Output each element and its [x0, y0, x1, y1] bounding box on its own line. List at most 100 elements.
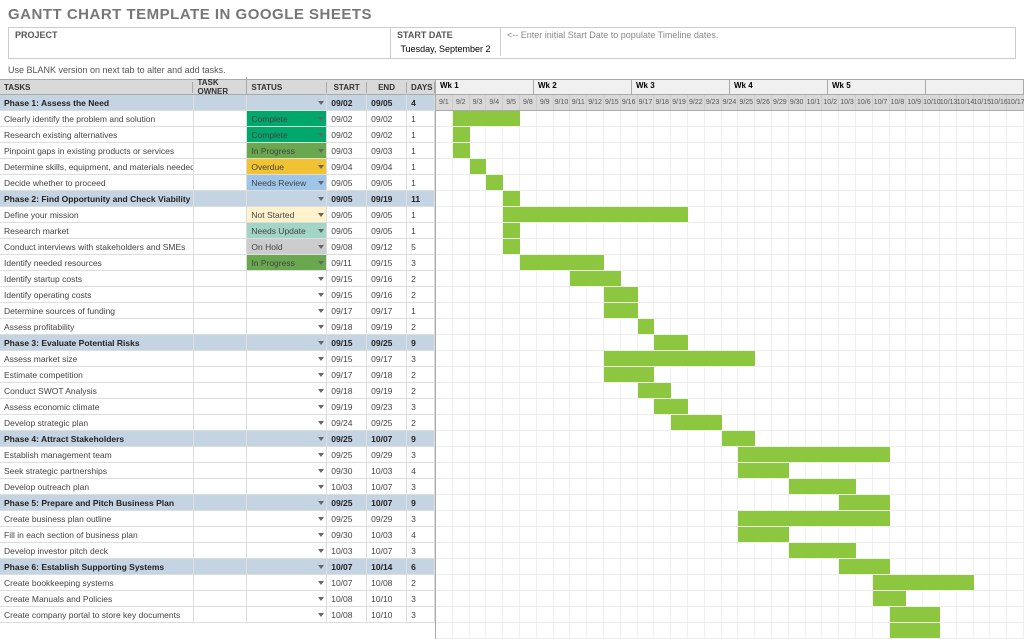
status-cell[interactable]: [247, 351, 327, 366]
status-cell[interactable]: Needs Review: [247, 175, 327, 190]
start-date[interactable]: 09/03: [327, 143, 367, 158]
task-name[interactable]: Assess market size: [0, 351, 194, 366]
status-cell[interactable]: In Progress: [247, 143, 327, 158]
start-date[interactable]: 09/05: [327, 223, 367, 238]
start-date[interactable]: 09/02: [327, 111, 367, 126]
end-date[interactable]: 09/17: [367, 303, 407, 318]
project-input[interactable]: [9, 42, 391, 58]
task-owner[interactable]: [194, 543, 248, 558]
task-name[interactable]: Clearly identify the problem and solutio…: [0, 111, 194, 126]
status-cell[interactable]: Needs Update: [247, 223, 327, 238]
end-date[interactable]: 10/14: [367, 559, 407, 574]
end-date[interactable]: 09/05: [367, 223, 407, 238]
task-name[interactable]: Create business plan outline: [0, 511, 194, 526]
end-date[interactable]: 09/16: [367, 271, 407, 286]
task-owner[interactable]: [194, 511, 248, 526]
task-owner[interactable]: [194, 479, 248, 494]
start-date[interactable]: 09/25: [327, 495, 367, 510]
end-date[interactable]: 10/10: [367, 591, 407, 606]
status-cell[interactable]: [247, 575, 327, 590]
status-cell[interactable]: [247, 447, 327, 462]
status-cell[interactable]: [247, 463, 327, 478]
status-cell[interactable]: Complete: [247, 127, 327, 142]
status-cell[interactable]: [247, 479, 327, 494]
status-cell[interactable]: [247, 591, 327, 606]
task-owner[interactable]: [194, 159, 248, 174]
start-date[interactable]: 09/04: [327, 159, 367, 174]
task-owner[interactable]: [194, 383, 248, 398]
task-owner[interactable]: [194, 239, 248, 254]
task-name[interactable]: Phase 6: Establish Supporting Systems: [0, 559, 194, 574]
start-date[interactable]: 09/15: [327, 287, 367, 302]
task-name[interactable]: Determine skills, equipment, and materia…: [0, 159, 194, 174]
end-date[interactable]: 10/03: [367, 463, 407, 478]
task-name[interactable]: Research existing alternatives: [0, 127, 194, 142]
status-cell[interactable]: [247, 527, 327, 542]
start-date[interactable]: 09/17: [327, 303, 367, 318]
start-date[interactable]: 10/07: [327, 575, 367, 590]
end-date[interactable]: 09/29: [367, 447, 407, 462]
task-owner[interactable]: [194, 591, 248, 606]
status-cell[interactable]: [247, 287, 327, 302]
task-owner[interactable]: [194, 351, 248, 366]
status-cell[interactable]: [247, 383, 327, 398]
task-name[interactable]: Estimate competition: [0, 367, 194, 382]
end-date[interactable]: 10/07: [367, 495, 407, 510]
end-date[interactable]: 10/07: [367, 431, 407, 446]
task-owner[interactable]: [194, 415, 248, 430]
task-name[interactable]: Phase 1: Assess the Need: [0, 95, 194, 110]
task-owner[interactable]: [194, 287, 248, 302]
task-owner[interactable]: [194, 367, 248, 382]
status-cell[interactable]: Overdue: [247, 159, 327, 174]
end-date[interactable]: 09/23: [367, 399, 407, 414]
start-date[interactable]: 09/05: [327, 191, 367, 206]
task-name[interactable]: Identify needed resources: [0, 255, 194, 270]
task-name[interactable]: Seek strategic partnerships: [0, 463, 194, 478]
start-date[interactable]: 09/25: [327, 447, 367, 462]
task-name[interactable]: Create Manuals and Policies: [0, 591, 194, 606]
task-owner[interactable]: [194, 319, 248, 334]
task-owner[interactable]: [194, 335, 248, 350]
start-date[interactable]: 09/11: [327, 255, 367, 270]
start-date-value[interactable]: Tuesday, September 2: [391, 42, 501, 56]
status-cell[interactable]: [247, 271, 327, 286]
task-owner[interactable]: [194, 207, 248, 222]
end-date[interactable]: 09/04: [367, 159, 407, 174]
start-date[interactable]: 09/08: [327, 239, 367, 254]
end-date[interactable]: 10/07: [367, 543, 407, 558]
status-cell[interactable]: [247, 559, 327, 574]
task-owner[interactable]: [194, 575, 248, 590]
status-cell[interactable]: [247, 191, 327, 206]
task-name[interactable]: Phase 3: Evaluate Potential Risks: [0, 335, 194, 350]
end-date[interactable]: 09/05: [367, 207, 407, 222]
task-name[interactable]: Decide whether to proceed: [0, 175, 194, 190]
start-date[interactable]: 09/05: [327, 207, 367, 222]
end-date[interactable]: 09/02: [367, 111, 407, 126]
task-name[interactable]: Identify operating costs: [0, 287, 194, 302]
end-date[interactable]: 09/19: [367, 191, 407, 206]
status-cell[interactable]: [247, 95, 327, 110]
task-owner[interactable]: [194, 303, 248, 318]
task-owner[interactable]: [194, 223, 248, 238]
status-cell[interactable]: [247, 303, 327, 318]
end-date[interactable]: 09/16: [367, 287, 407, 302]
end-date[interactable]: 09/05: [367, 95, 407, 110]
task-owner[interactable]: [194, 399, 248, 414]
task-name[interactable]: Phase 2: Find Opportunity and Check Viab…: [0, 191, 194, 206]
task-owner[interactable]: [194, 111, 248, 126]
status-cell[interactable]: In Progress: [247, 255, 327, 270]
status-cell[interactable]: Not Started: [247, 207, 327, 222]
status-cell[interactable]: [247, 399, 327, 414]
status-cell[interactable]: [247, 367, 327, 382]
task-owner[interactable]: [194, 127, 248, 142]
task-owner[interactable]: [194, 431, 248, 446]
end-date[interactable]: 09/02: [367, 127, 407, 142]
task-name[interactable]: Create bookkeeping systems: [0, 575, 194, 590]
task-name[interactable]: Define your mission: [0, 207, 194, 222]
status-cell[interactable]: [247, 431, 327, 446]
end-date[interactable]: 09/29: [367, 511, 407, 526]
end-date[interactable]: 10/07: [367, 479, 407, 494]
status-cell[interactable]: [247, 511, 327, 526]
task-owner[interactable]: [194, 463, 248, 478]
end-date[interactable]: 09/25: [367, 335, 407, 350]
